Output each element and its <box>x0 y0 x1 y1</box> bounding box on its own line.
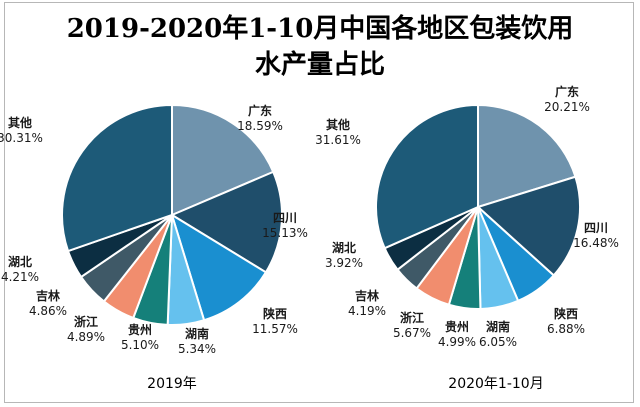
pie2-slice-3-value: 6.05% <box>479 335 517 349</box>
pie1-slice-8-name: 其他 <box>8 115 32 130</box>
pie2-slice-5-value: 5.67% <box>393 326 431 340</box>
pie2-slice-6-name: 吉林 <box>355 288 379 303</box>
pie1-slice-5-name: 浙江 <box>74 314 98 329</box>
pie1-slice-7-name: 湖北 <box>8 254 32 269</box>
pie1-slice-6-name: 吉林 <box>36 288 60 303</box>
pie2-slice-0-name: 广东 <box>555 84 579 99</box>
pie1-slice-2-name: 陕西 <box>263 306 287 321</box>
pie2-slice-4-name: 贵州 <box>445 319 469 334</box>
pie1-caption: 2019年 <box>147 376 197 392</box>
pie1-slice-1-name: 四川 <box>273 211 297 225</box>
pie2-slice-1 <box>476 175 581 277</box>
pie2-caption: 2020年1-10月 <box>448 376 543 392</box>
pie1-slice-8 <box>61 103 173 253</box>
pie2-slice-2-name: 陕西 <box>554 306 578 321</box>
pie1-slice-0-name: 广东 <box>248 103 272 118</box>
pie1-slice-3-name: 湖南 <box>185 326 209 341</box>
pie1-slice-4-value: 5.10% <box>121 338 159 352</box>
pie2-slice-7-name: 湖北 <box>332 240 356 255</box>
pie2-slice-8 <box>375 103 479 250</box>
pie2-slice-3-name: 湖南 <box>486 319 510 334</box>
pie1-slice-4-name: 贵州 <box>128 322 152 337</box>
pie1-slice-5-value: 4.89% <box>67 330 105 344</box>
pie2-slice-5-name: 浙江 <box>400 310 424 325</box>
pie2-slice-2-value: 6.88% <box>547 322 585 336</box>
pie2-slice-8-value: 31.61% <box>315 133 361 147</box>
pie1-slice-2 <box>170 212 268 322</box>
chart-title-line1: 2019-2020年1-10月中国各地区包装饮用 <box>66 14 574 44</box>
pie1-slice-8-value: 30.31% <box>0 131 43 145</box>
pie1-slice-0-value: 18.59% <box>237 119 283 133</box>
pie2-slice-7-value: 3.92% <box>325 256 363 270</box>
pie2-slice-1-value: 16.48% <box>573 236 619 250</box>
pie2-slice-0 <box>477 103 577 209</box>
pie1-slice-3-value: 5.34% <box>178 342 216 356</box>
pie1-slice-7-value: 4.21% <box>1 270 39 284</box>
pie1-slice-6-value: 4.86% <box>29 304 67 318</box>
pie1-slice-1 <box>169 170 283 274</box>
pie2-slice-1-name: 四川 <box>584 221 608 235</box>
chart-title-line2: 水产量占比 <box>254 50 385 80</box>
pie2-slice-8-name: 其他 <box>326 117 350 132</box>
pie1-slice-0 <box>171 103 275 217</box>
pie2-slice-0-value: 20.21% <box>544 100 590 114</box>
pie2-slice-4-value: 4.99% <box>438 335 476 349</box>
pie1-slice-1-value: 15.13% <box>262 226 308 240</box>
pie2-slice-6-value: 4.19% <box>348 304 386 318</box>
pie1-slice-2-value: 11.57% <box>252 322 298 336</box>
